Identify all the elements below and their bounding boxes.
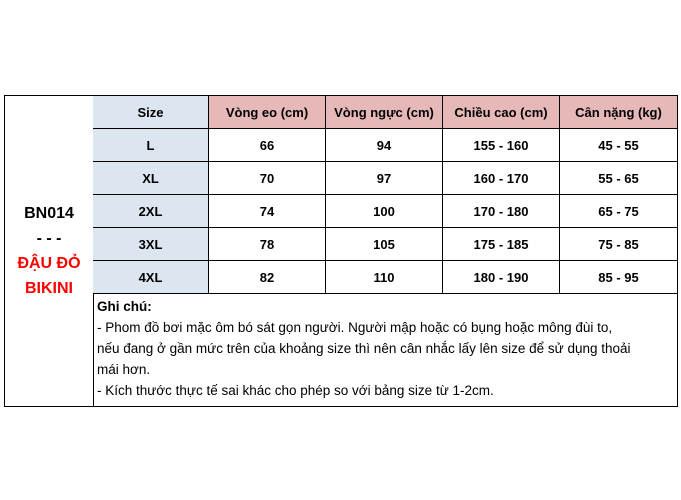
table-cell: 180 - 190 bbox=[443, 261, 560, 293]
column-header: Vòng eo (cm) bbox=[209, 96, 326, 128]
column-header: Vòng ngực (cm) bbox=[326, 96, 443, 128]
table-cell: 100 bbox=[326, 195, 443, 227]
table-row: XL 70 97 160 - 170 55 - 65 bbox=[93, 162, 677, 195]
table-cell: 94 bbox=[326, 129, 443, 161]
table-row: 4XL 82 110 180 - 190 85 - 95 bbox=[93, 261, 677, 294]
table-row: 2XL 74 100 170 - 180 65 - 75 bbox=[93, 195, 677, 228]
column-header: Cân nặng (kg) bbox=[560, 96, 677, 128]
size-chart-table: BN014 - - - ĐẬU ĐỎ BIKINI Size Vòng eo (c… bbox=[4, 95, 678, 407]
size-grid: Size Vòng eo (cm) Vòng ngực (cm) Chiều cao … bbox=[93, 96, 677, 294]
product-label: BN014 - - - ĐẬU ĐỎ BIKINI bbox=[5, 96, 94, 406]
table-cell: 66 bbox=[209, 129, 326, 161]
note-line: nếu đang ở gần mức trên của khoảng size … bbox=[97, 341, 631, 356]
table-cell: 4XL bbox=[93, 261, 209, 293]
product-name-line1: ĐẬU ĐỎ bbox=[17, 255, 81, 272]
table-cell: 78 bbox=[209, 228, 326, 260]
table-cell: 2XL bbox=[93, 195, 209, 227]
table-cell: 155 - 160 bbox=[443, 129, 560, 161]
notes: Ghi chú: - Phom đồ bơi mặc ôm bó sát gọn… bbox=[93, 294, 677, 403]
table-cell: 45 - 55 bbox=[598, 137, 639, 153]
table-cell: 85 - 95 bbox=[598, 269, 639, 285]
table-cell: 170 - 180 bbox=[443, 195, 560, 227]
table-cell: 74 bbox=[209, 195, 326, 227]
table-cell: 110 bbox=[326, 261, 443, 293]
note-line: mái hơn. bbox=[97, 362, 151, 377]
table-row: L 66 94 155 - 160 45 - 55 bbox=[93, 129, 677, 162]
column-header: Chiều cao (cm) bbox=[443, 96, 560, 128]
table-cell: 55 - 65 bbox=[598, 170, 639, 186]
table-cell: 97 bbox=[326, 162, 443, 194]
table-cell: 160 - 170 bbox=[443, 162, 560, 194]
note-line: - Kích thước thực tế sai khác cho phép s… bbox=[97, 383, 494, 398]
separator: - - - bbox=[36, 230, 62, 247]
table-cell: L bbox=[93, 129, 209, 161]
table-cell: 75 - 85 bbox=[598, 236, 639, 252]
table-row: 3XL 78 105 175 - 185 75 - 85 bbox=[93, 228, 677, 261]
table-cell: 175 - 185 bbox=[443, 228, 560, 260]
product-name-line2: BIKINI bbox=[25, 280, 73, 297]
table-cell: 3XL bbox=[93, 228, 209, 260]
product-code: BN014 bbox=[24, 205, 74, 222]
table-cell: 65 - 75 bbox=[598, 203, 639, 219]
note-line: - Phom đồ bơi mặc ôm bó sát gọn người. N… bbox=[97, 320, 613, 335]
table-cell: 105 bbox=[326, 228, 443, 260]
notes-title: Ghi chú: bbox=[97, 299, 152, 314]
table-cell: 70 bbox=[209, 162, 326, 194]
table-cell: 82 bbox=[209, 261, 326, 293]
column-header: Size bbox=[93, 96, 209, 128]
table-cell: XL bbox=[93, 162, 209, 194]
table-header-row: Size Vòng eo (cm) Vòng ngực (cm) Chiều cao … bbox=[93, 96, 677, 129]
